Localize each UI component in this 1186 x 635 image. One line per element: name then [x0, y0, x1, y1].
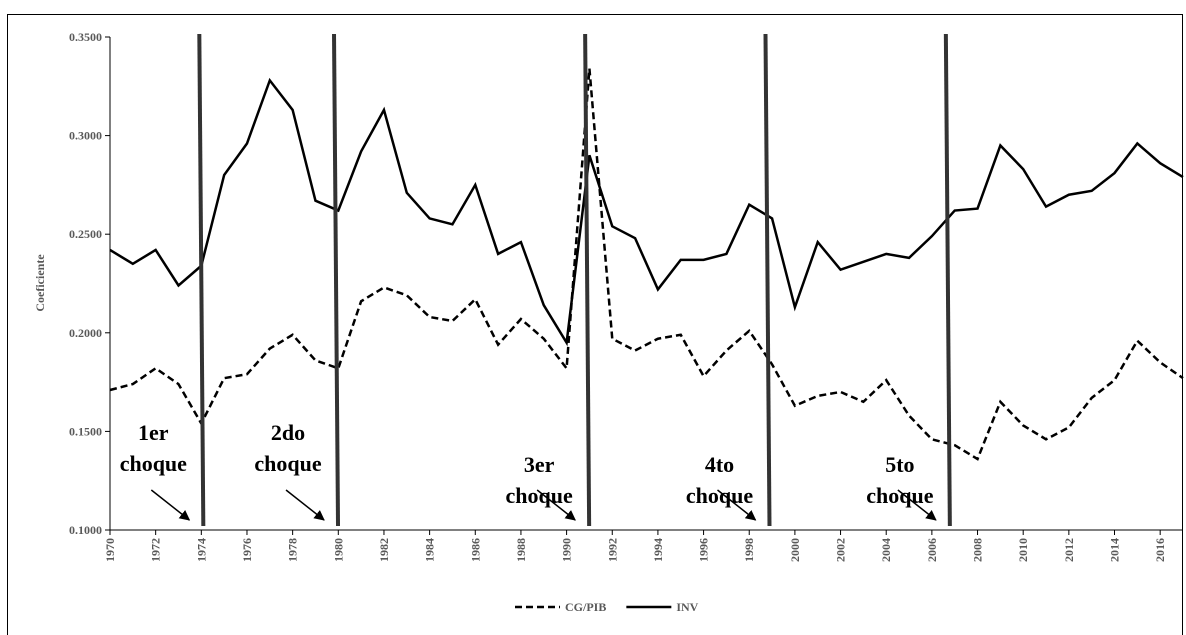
y-tick-label: 0.3500 [69, 30, 102, 44]
x-tick-label: 1996 [697, 538, 711, 562]
y-tick-label: 0.1500 [69, 424, 102, 438]
shock-arrow [536, 489, 576, 521]
shock-label: 3er [524, 452, 555, 477]
shock-line [197, 33, 206, 527]
x-tick-label: 1990 [560, 538, 574, 562]
shock-label: 5to [885, 452, 914, 477]
x-tick-label: 1972 [149, 538, 163, 562]
x-tick-label: 1980 [331, 538, 345, 562]
shock-label: choque [120, 451, 187, 476]
y-tick-label: 0.1000 [69, 523, 102, 537]
x-tick-label: 1992 [605, 538, 619, 562]
shock-label: choque [254, 451, 321, 476]
x-tick-label: 2014 [1108, 538, 1122, 562]
shock-arrow [717, 489, 757, 521]
shock-label: 2do [271, 420, 305, 445]
shock-label: choque [506, 483, 573, 508]
x-tick-label: 1976 [240, 538, 254, 562]
x-tick-label: 2016 [1153, 538, 1167, 562]
y-tick-label: 0.3000 [69, 129, 102, 143]
shock-label: choque [866, 483, 933, 508]
shock-label: 4to [705, 452, 734, 477]
x-tick-label: 1998 [742, 538, 756, 562]
x-tick-label: 1982 [377, 538, 391, 562]
x-tick-label: 2000 [788, 538, 802, 562]
shock-line [763, 33, 772, 527]
shock-arrow [150, 489, 191, 521]
series-line [109, 77, 1184, 347]
y-axis-label: Coeficiente [33, 254, 47, 312]
x-tick-label: 2002 [834, 538, 848, 562]
shock-line [943, 33, 952, 527]
legend-label: INV [676, 600, 698, 614]
shock-line [332, 33, 341, 527]
shock-arrow [285, 489, 325, 521]
x-tick-label: 2008 [971, 538, 985, 562]
x-tick-label: 2006 [925, 538, 939, 562]
x-tick-label: 1974 [194, 538, 208, 562]
x-tick-label: 2004 [879, 538, 893, 562]
x-tick-label: 2010 [1016, 538, 1030, 562]
y-tick-label: 0.2500 [69, 227, 102, 241]
shock-line [583, 33, 592, 527]
x-tick-label: 1970 [103, 538, 117, 562]
x-tick-label: 1986 [468, 538, 482, 562]
shock-arrow [897, 489, 937, 521]
frame [7, 14, 1183, 635]
x-tick-label: 1994 [651, 538, 665, 562]
y-tick-label: 0.2000 [69, 326, 102, 340]
shock-label: choque [686, 483, 753, 508]
x-tick-label: 1978 [286, 538, 300, 562]
series-line [109, 68, 1184, 461]
shock-label: 1er [138, 420, 169, 445]
x-tick-label: 1988 [514, 538, 528, 562]
x-tick-label: 1984 [423, 538, 437, 562]
legend-label: CG/PIB [565, 600, 606, 614]
x-tick-label: 2012 [1062, 538, 1076, 562]
